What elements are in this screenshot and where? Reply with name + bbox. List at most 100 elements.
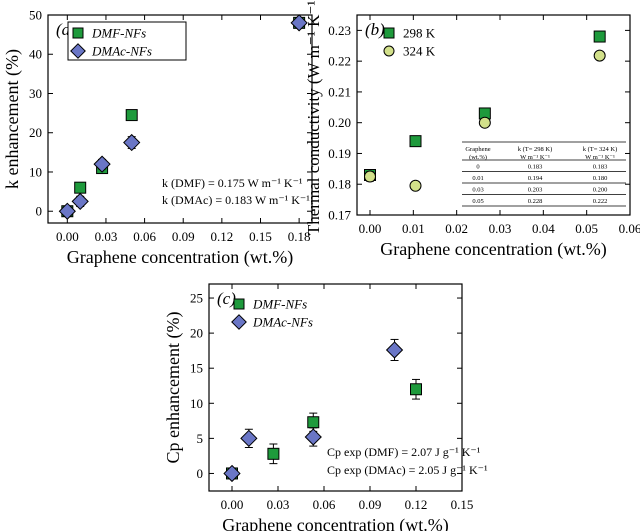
panel-c-annotation-dmac: Cp exp (DMAc) = 2.05 J g⁻¹ K⁻¹ (327, 463, 488, 477)
data-point-square (410, 383, 422, 396)
panel-b-y-axis-label: Thermal conductivity (W m⁻¹ K⁻¹) (304, 0, 323, 235)
y-tick-label: 0.18 (328, 177, 351, 192)
data-point-diamond (223, 464, 241, 483)
x-tick-label: 0.18 (288, 229, 311, 244)
legend-marker-diamond (231, 314, 247, 330)
y-tick-label: 0.19 (328, 146, 351, 161)
data-point-square (267, 447, 280, 460)
panel-b-x-axis-label: Graphene concentration (wt.%) (380, 239, 606, 260)
x-tick-label: 0.06 (619, 221, 640, 236)
panel-b-legend-symbol-324k (383, 45, 395, 57)
table-header-cell: k (T= 324 K) (583, 146, 618, 153)
data-point-circle (593, 49, 606, 62)
panel-a-annotation-dmac: k (DMAc) = 0.183 W m⁻¹ K⁻¹ (162, 193, 310, 207)
panel-a-y-axis-label: k enhancement (%) (2, 49, 23, 189)
legend-marker-diamond (70, 43, 86, 59)
data-point-diamond (304, 428, 322, 446)
data-point-circle (478, 116, 491, 129)
y-tick-label: 0.20 (328, 115, 351, 130)
table-cell: 0.200 (593, 187, 608, 194)
panel-b-legend-symbol-298k (383, 27, 395, 39)
y-tick-label: 0.23 (328, 23, 351, 38)
x-tick-label: 0.00 (359, 221, 382, 236)
panel-b-legend: 298 K 324 K (383, 26, 436, 59)
data-point-diamond (58, 202, 76, 220)
y-tick-label: 5 (197, 431, 204, 446)
table-cell: 0 (476, 164, 479, 171)
x-tick-label: 0.15 (451, 497, 474, 512)
y-tick-label: 0.21 (328, 84, 351, 99)
table-cell: 0.183 (528, 164, 543, 171)
y-tick-label: 40 (29, 47, 42, 62)
panel-a-x-axis-label: Graphene concentration (wt.%) (67, 247, 293, 268)
panel-c-label: (c) (217, 289, 236, 308)
x-tick-label: 0.03 (267, 497, 290, 512)
data-point-diamond (123, 133, 141, 152)
panel-c-legend-symbol-dmf (233, 298, 245, 310)
y-tick-label: 0.22 (328, 54, 351, 69)
panel-c-legend: DMF-NFs DMAc-NFs (231, 297, 313, 330)
data-point-diamond (71, 192, 89, 211)
x-tick-label: 0.06 (133, 229, 156, 244)
panel-c-y-axis-label: Cp enhancement (%) (163, 312, 184, 464)
table-cell: 0.05 (472, 198, 483, 205)
panel-c-legend-symbol-dmac (231, 314, 247, 330)
panel-a: 0.00 0.03 0.06 0.09 0.12 0.15 0.1801020304050 … (2, 8, 313, 268)
panel-a-legend-box (67, 21, 187, 61)
x-tick-label: 0.03 (95, 229, 118, 244)
x-tick-label: 0.12 (210, 229, 233, 244)
x-tick-label: 0.01 (402, 221, 425, 236)
panel-a-legend-label-dmf: DMF-NFs (91, 26, 146, 41)
table-cell: 0.03 (472, 187, 483, 194)
y-tick-label: 0 (197, 466, 204, 481)
panel-b-legend-label-324k: 324 K (403, 44, 436, 59)
x-tick-label: 0.09 (172, 229, 195, 244)
panel-c-legend-label-dmf: DMF-NFs (252, 297, 307, 312)
panel-c-x-axis-label: Graphene concentration (wt.%) (222, 515, 448, 531)
table-cell: 0.01 (472, 175, 483, 182)
data-point-square (593, 30, 606, 43)
panel-a-legend-label-dmac: DMAc-NFs (91, 44, 152, 59)
legend-marker-square (383, 27, 395, 39)
x-tick-label: 0.00 (56, 229, 79, 244)
x-tick-label: 0.15 (249, 229, 272, 244)
table-cell: 0.180 (593, 175, 608, 182)
y-tick-label: 20 (190, 326, 203, 341)
panel-b-legend-label-298k: 298 K (403, 26, 436, 41)
panel-c-marks: 0.00 0.03 0.06 0.09 0.12 0.15 0 5 10 15 20 25 (190, 284, 473, 512)
table-cell: 0.194 (528, 175, 543, 182)
legend-marker-square (72, 27, 84, 39)
y-tick-label: 20 (29, 125, 42, 140)
panel-a-annotation-dmf: k (DMF) = 0.175 W m⁻¹ K⁻¹ (162, 176, 303, 190)
x-tick-label: 0.00 (221, 497, 244, 512)
data-point-diamond (93, 155, 111, 173)
data-point-circle (364, 170, 376, 183)
y-tick-label: 10 (29, 164, 42, 179)
panel-b-data-table: Graphene(wt.%)k (T= 298 K)W m⁻¹ K⁻¹k (T=… (462, 141, 626, 207)
table-header-cell: k (T= 298 K) (518, 146, 553, 153)
x-tick-label: 0.02 (445, 221, 468, 236)
panel-c-legend-label-dmac: DMAc-NFs (252, 315, 313, 330)
table-cell: 0.228 (528, 198, 543, 205)
panel-c-annotation-dmf: Cp exp (DMF) = 2.07 J g⁻¹ K⁻¹ (327, 445, 481, 459)
panel-c: 0.00 0.03 0.06 0.09 0.12 0.15 0 5 10 15 20 25 (c) G… (163, 283, 488, 531)
y-tick-label: 50 (29, 8, 42, 23)
table-cell: 0.203 (528, 187, 543, 194)
panel-a-plot-frame (47, 14, 313, 224)
table-cell: 0.222 (593, 198, 608, 205)
panel-c-plot-frame (208, 283, 463, 492)
panel-a-legend-symbol-dmf (72, 27, 84, 39)
table-header-cell: Graphene (465, 146, 490, 153)
legend-marker-circle (383, 45, 395, 57)
panel-b-marks: 0.00 0.01 0.02 0.03 0.04 0.05 0.06 0.17 0.18 0.19… (328, 15, 640, 236)
y-tick-label: 0.17 (328, 208, 351, 223)
x-tick-label: 0.06 (313, 497, 336, 512)
panel-a-marks: 0.00 0.03 0.06 0.09 0.12 0.15 0.18 0 10 20 30 40 50 (29, 8, 312, 244)
x-tick-label: 0.05 (575, 221, 598, 236)
table-header-cell: W m⁻¹ K⁻¹ (585, 154, 615, 161)
data-point-diamond (385, 341, 404, 359)
y-tick-label: 25 (190, 291, 203, 306)
panel-b-label: (b) (365, 20, 385, 39)
x-tick-label: 0.09 (359, 497, 382, 512)
